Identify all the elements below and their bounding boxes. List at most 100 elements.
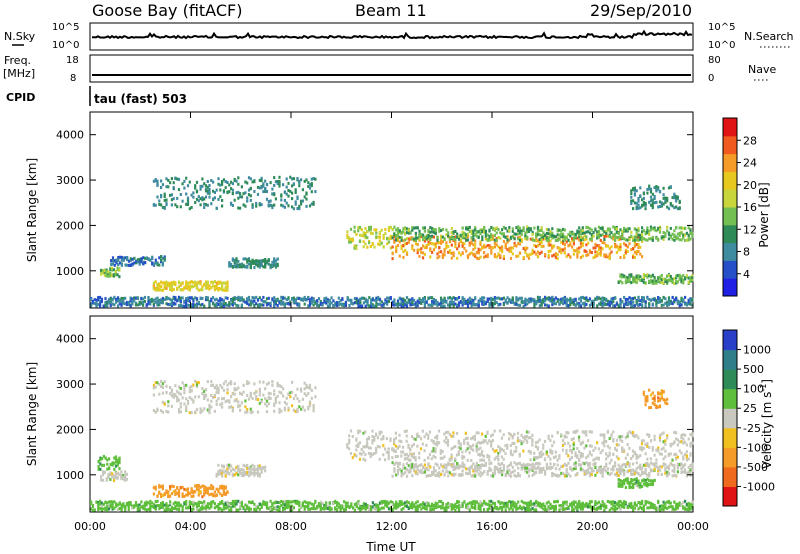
heatmap-cell [210,405,213,409]
heatmap-cell [457,441,460,445]
heatmap-cell [639,454,642,458]
heatmap-cell [233,468,236,472]
heatmap-cell [542,231,545,235]
heatmap-cell [186,490,190,494]
heatmap-cell [434,447,437,451]
heatmap-cell [149,302,152,306]
heatmap-cell [553,244,556,248]
heatmap-cell [621,273,624,277]
heatmap-cell [450,447,453,451]
heatmap-cell [678,304,681,308]
heatmap-cell [242,264,245,268]
heatmap-cell [635,434,638,438]
heatmap-cell [120,255,123,259]
heatmap-cell [581,237,584,241]
heatmap-cell [567,441,570,445]
freq-strip-frame [89,54,694,83]
heatmap-cell [170,177,173,181]
heatmap-cell [612,296,615,300]
heatmap-cell [208,190,211,194]
heatmap-cell [669,444,672,448]
heatmap-cell [113,259,116,263]
heatmap-cell [158,288,161,292]
heatmap-cell [253,473,256,477]
heatmap-cell [657,277,660,281]
heatmap-cell [554,256,557,259]
heatmap-cell [549,450,552,454]
heatmap-cell [125,301,129,305]
heatmap-cell [400,236,403,240]
heatmap-cell [579,256,583,259]
heatmap-cell [407,464,410,468]
heatmap-cell [222,492,225,496]
heatmap-cell [357,304,360,308]
heatmap-cell [678,238,681,242]
heatmap-cell [518,474,522,478]
heatmap-cell [536,456,539,460]
heatmap-cell [493,302,496,306]
heatmap-cell [632,255,635,259]
heatmap-cell [298,405,301,409]
heatmap-cell [651,198,654,202]
heatmap-cell [305,298,308,302]
heatmap-cell [163,255,166,259]
heatmap-cell [382,453,385,457]
heatmap-cell [291,191,294,195]
heatmap-cell [215,387,218,391]
heatmap-cell [552,440,556,444]
heatmap-cell [499,297,502,301]
heatmap-cell [493,298,496,302]
heatmap-cell [501,228,504,232]
heatmap-cell [572,242,575,246]
heatmap-cell [461,461,464,465]
heatmap-cell [287,194,290,198]
heatmap-cell [208,301,211,305]
heatmap-cell [99,304,102,308]
heatmap-cell [213,288,216,292]
heatmap-cell [116,463,119,467]
heatmap-cell [407,231,410,235]
heatmap-cell [420,247,423,251]
heatmap-cell [431,234,434,238]
heatmap-cell [308,383,312,387]
heatmap-cell [464,449,467,453]
heatmap-cell [666,274,669,278]
heatmap-cell [490,444,493,448]
heatmap-cell [621,439,624,443]
heatmap-cell [511,441,514,445]
velocity-heatmap [90,379,694,512]
heatmap-cell [447,234,450,238]
heatmap-cell [409,302,412,306]
heatmap-cell [506,240,509,244]
heatmap-cell [396,465,400,469]
heatmap-cell [632,277,635,281]
heatmap-cell [152,179,155,183]
heatmap-cell [658,276,662,280]
heatmap-cell [436,303,439,307]
heatmap-cell [501,461,504,465]
heatmap-cell [163,492,166,496]
heatmap-cell [396,234,400,237]
heatmap-cell [633,201,636,205]
heatmap-cell [185,202,188,206]
heatmap-cell [176,196,179,200]
heatmap-cell [624,243,627,247]
heatmap-cell [574,235,577,239]
heatmap-cell [472,469,475,473]
heatmap-cell [144,256,147,260]
heatmap-cell [540,244,543,248]
heatmap-cell [398,302,401,306]
heatmap-cell [355,301,358,305]
heatmap-cell [536,244,540,248]
heatmap-cell [560,233,563,237]
heatmap-cell [283,190,286,194]
heatmap-cell [400,247,403,250]
heatmap-cell [280,302,283,306]
heatmap-cell [115,297,118,301]
heatmap-cell [262,182,265,186]
heatmap-cell [349,239,353,243]
heatmap-cell [434,231,437,235]
heatmap-cell [129,304,132,308]
heatmap-cell [212,494,215,498]
heatmap-cell [170,281,173,285]
